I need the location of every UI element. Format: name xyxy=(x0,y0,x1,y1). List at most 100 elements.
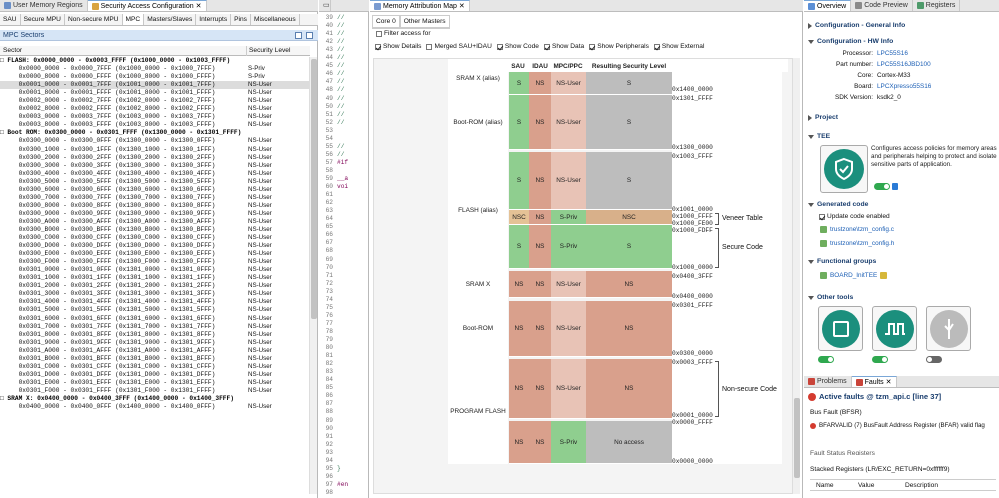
mpc-group-row[interactable]: □ Boot ROM: 0x0300_0000 - 0x0301_FFFF (0… xyxy=(0,129,310,137)
tab-faults[interactable]: Faults ✕ xyxy=(851,376,897,387)
cell-pflash-ns-result[interactable]: NS xyxy=(586,359,672,419)
security-level-value[interactable]: NS-User xyxy=(248,145,272,153)
clocks-tool-button[interactable] xyxy=(872,306,917,351)
code-line[interactable]: 44 // xyxy=(319,54,367,62)
code-line[interactable]: 76 xyxy=(319,312,367,320)
mpc-group-row[interactable]: □ SRAM X: 0x0400_0000 - 0x0400_3FFF (0x1… xyxy=(0,395,310,403)
code-line[interactable]: 61 xyxy=(319,191,367,199)
cell-pflash-s-mpc[interactable]: S-Priv xyxy=(551,421,586,464)
mpc-sector-row[interactable]: 0x0301_4000 - 0x0301_4FFF (0x1301_4000 -… xyxy=(0,298,310,306)
security-level-value[interactable]: NS-User xyxy=(248,234,272,242)
mpc-sector-row[interactable]: 0x0002_8000 - 0x0002_FFFF (0x1002_8000 -… xyxy=(0,105,310,113)
security-level-value[interactable]: NS-User xyxy=(248,242,272,250)
code-line[interactable]: 91 xyxy=(319,433,367,441)
mpc-sector-row[interactable]: 0x0301_6000 - 0x0301_6FFF (0x1301_6000 -… xyxy=(0,315,310,323)
security-level-value[interactable]: NS-User xyxy=(248,298,272,306)
code-line[interactable]: 53 xyxy=(319,127,367,135)
cell-sram-mpc[interactable]: NS-User xyxy=(551,271,586,298)
code-line[interactable]: 49 // xyxy=(319,95,367,103)
code-line[interactable]: 71 xyxy=(319,272,367,280)
code-line[interactable]: 45 // xyxy=(319,62,367,70)
show-external-checkbox[interactable]: Show External xyxy=(653,43,704,50)
security-level-value[interactable]: NS-User xyxy=(248,105,272,113)
mpc-sector-row[interactable]: 0x0003_8000 - 0x0003_FFFF (0x1003_8000 -… xyxy=(0,121,310,129)
code-line[interactable]: 62 xyxy=(319,199,367,207)
code-line[interactable]: 90 xyxy=(319,425,367,433)
security-level-value[interactable]: NS-User xyxy=(248,121,272,129)
cell-flash-alias-idau[interactable]: NS xyxy=(529,152,551,210)
security-level-value[interactable]: NS-User xyxy=(248,306,272,314)
close-icon[interactable]: ✕ xyxy=(885,378,892,386)
security-level-value[interactable]: NS-User xyxy=(248,137,272,145)
code-line[interactable]: 57 #if xyxy=(319,159,367,167)
mpc-sector-row[interactable]: 0x0301_1000 - 0x0301_1FFF (0x1301_1000 -… xyxy=(0,274,310,282)
code-line[interactable]: 63 xyxy=(319,207,367,215)
project-section[interactable]: Project xyxy=(808,114,838,121)
mpc-sector-row[interactable]: 0x0300_D000 - 0x0300_DFFF (0x1300_D000 -… xyxy=(0,242,310,250)
mpc-sector-row[interactable]: 0x0301_5000 - 0x0301_5FFF (0x1301_5000 -… xyxy=(0,306,310,314)
code-minimize-icon[interactable]: ▭ xyxy=(319,0,331,11)
mpc-sector-row[interactable]: 0x0000_0000 - 0x0000_7FFF (0x1000_0000 -… xyxy=(0,65,310,73)
security-level-value[interactable]: NS-User xyxy=(248,217,272,225)
mpc-sector-row[interactable]: 0x0000_8000 - 0x0000_FFFF (0x1000_8000 -… xyxy=(0,73,310,81)
value-column[interactable]: Value xyxy=(858,482,875,489)
subtab-sau[interactable]: SAU xyxy=(0,14,21,25)
subtab-mpc[interactable]: MPC xyxy=(122,14,145,25)
mpc-sector-row[interactable]: 0x0301_D000 - 0x0301_DFFF (0x1301_D000 -… xyxy=(0,371,310,379)
cell-sram-idau[interactable]: NS xyxy=(529,271,551,298)
code-line[interactable]: 52 // xyxy=(319,119,367,127)
cell-secure-code-sau[interactable]: S xyxy=(509,225,529,269)
mpc-sector-row[interactable]: 0x0301_B000 - 0x0301_BFFF (0x1301_B000 -… xyxy=(0,355,310,363)
general-info-section[interactable]: Configuration - General Info xyxy=(808,22,905,29)
cell-bootrom-mpc[interactable]: NS-User xyxy=(551,301,586,357)
sector-column-header[interactable]: Sector xyxy=(3,47,23,54)
subtab-secure-mpu[interactable]: Secure MPU xyxy=(21,14,65,25)
mpc-sector-row[interactable]: 0x0300_3000 - 0x0300_3FFF (0x1300_3000 -… xyxy=(0,162,310,170)
tab-security-access-configuration[interactable]: Security Access Configuration ✕ xyxy=(87,0,207,11)
security-level-value[interactable]: NS-User xyxy=(248,193,272,201)
show-data-checkbox[interactable]: Show Data xyxy=(543,43,584,50)
code-line[interactable]: 42 // xyxy=(319,38,367,46)
mpc-sector-row[interactable]: 0x0301_0000 - 0x0301_0FFF (0x1301_0000 -… xyxy=(0,266,310,274)
description-column[interactable]: Description xyxy=(905,482,938,489)
cell-sram-alias-result[interactable]: S xyxy=(586,72,672,95)
tab-user-memory-regions[interactable]: User Memory Regions xyxy=(0,0,88,11)
code-line[interactable]: 84 xyxy=(319,376,367,384)
maximize-icon[interactable] xyxy=(306,32,313,39)
code-line[interactable]: 65 xyxy=(319,223,367,231)
cell-secure-code-mpc[interactable]: S-Priv xyxy=(551,225,586,269)
cell-bootrom-alias-mpc[interactable]: NS-User xyxy=(551,95,586,150)
code-line[interactable]: 47 // xyxy=(319,78,367,86)
code-line[interactable]: 50 // xyxy=(319,103,367,111)
security-level-value[interactable]: NS-User xyxy=(248,89,272,97)
file-tzm-config-h[interactable]: trustzone\tzm_config.h xyxy=(820,240,894,247)
code-line[interactable]: 85 xyxy=(319,384,367,392)
cell-sram-alias-mpc[interactable]: NS-User xyxy=(551,72,586,95)
update-code-checkbox[interactable]: Update code enabled xyxy=(819,213,890,220)
security-level-value[interactable]: NS-User xyxy=(248,201,272,209)
mpc-group-row[interactable]: □ FLASH: 0x0000_0000 - 0x0003_FFFF (0x10… xyxy=(0,57,310,65)
tab-registers[interactable]: Registers xyxy=(913,0,961,11)
tee-tool-button[interactable] xyxy=(820,145,868,193)
security-level-value[interactable]: NS-User xyxy=(248,185,272,193)
generated-code-section[interactable]: Generated code xyxy=(808,201,868,208)
mpc-sector-row[interactable]: 0x0301_F000 - 0x0301_FFFF (0x1301_F000 -… xyxy=(0,387,310,395)
cell-veneer-result[interactable]: NSC xyxy=(586,210,672,225)
cell-sram-sau[interactable]: NS xyxy=(509,271,529,298)
security-level-value[interactable]: NS-User xyxy=(248,225,272,233)
mpc-sector-row[interactable]: 0x0301_2000 - 0x0301_2FFF (0x1301_2000 -… xyxy=(0,282,310,290)
mpc-sector-row[interactable]: 0x0300_E000 - 0x0300_EFFF (0x1300_E000 -… xyxy=(0,250,310,258)
mpc-sector-row[interactable]: 0x0002_0000 - 0x0002_7FFF (0x1002_0000 -… xyxy=(0,97,310,105)
security-level-value[interactable]: NS-User xyxy=(248,266,272,274)
security-level-value[interactable]: NS-User xyxy=(248,362,272,370)
cell-flash-alias-sau[interactable]: S xyxy=(509,152,529,210)
security-level-value[interactable]: NS-User xyxy=(248,386,272,394)
show-code-checkbox[interactable]: Show Code xyxy=(496,43,539,50)
code-line[interactable]: 95} xyxy=(319,465,367,473)
security-level-value[interactable]: NS-User xyxy=(248,330,272,338)
code-line[interactable]: 69 xyxy=(319,256,367,264)
code-line[interactable]: 43 // xyxy=(319,46,367,54)
code-line[interactable]: 68 xyxy=(319,247,367,255)
tee-enable-toggle[interactable] xyxy=(874,183,890,190)
security-level-value[interactable]: NS-User xyxy=(248,113,272,121)
